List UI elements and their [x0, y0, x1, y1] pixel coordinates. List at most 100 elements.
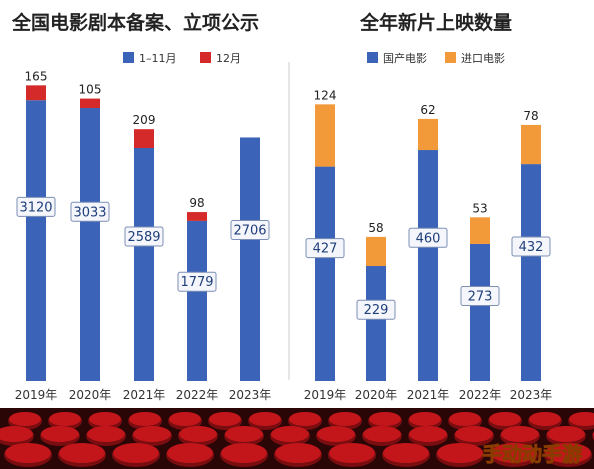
seat: [167, 443, 213, 463]
right-tick-label: 2020年: [355, 388, 398, 402]
left-value-box: [177, 271, 217, 292]
left-bar-12月-2019年: [26, 85, 46, 101]
seat: [179, 426, 217, 442]
right-tick-label: 2022年: [459, 388, 502, 402]
legend-swatch-domestic-films: [367, 52, 378, 63]
right-value-box: [460, 286, 500, 307]
right-tick-label: 2019年: [304, 388, 347, 402]
seat: [545, 443, 591, 463]
right-value-box: [408, 227, 448, 248]
left-value-box: [124, 226, 164, 247]
seat: [529, 412, 561, 426]
left-legend: 1–11月 12月: [123, 52, 241, 65]
left-bar-1–11月-2019年: [26, 100, 46, 381]
right-base-value-label: 427: [313, 242, 338, 257]
seat: [289, 412, 321, 426]
left-value-box: [70, 201, 110, 222]
seat: [41, 426, 79, 442]
left-base-value-label: 3033: [73, 205, 106, 220]
left-bar-12月-2020年: [80, 98, 100, 109]
left-base-value-label: 2706: [233, 224, 266, 239]
seat: [0, 426, 33, 442]
left-top-value-label: 98: [189, 196, 204, 210]
left-bar-1–11月-2020年: [80, 108, 100, 381]
seat: [275, 443, 321, 463]
left-base-value-label: 1779: [180, 275, 213, 290]
left-top-value-label: 105: [79, 83, 102, 97]
seat: [409, 412, 441, 426]
seat: [329, 412, 361, 426]
left-value-box: [230, 220, 270, 241]
left-tick-label: 2022年: [176, 388, 219, 402]
left-bar-12月-2021年: [134, 129, 154, 148]
left-base-value-label: 2589: [127, 230, 160, 245]
legend-swatch-imported-films: [445, 52, 456, 63]
right-bar-国产电影-2019年: [315, 166, 335, 381]
left-tick-label: 2021年: [123, 388, 166, 402]
right-bar-国产电影-2020年: [366, 266, 386, 381]
seat: [383, 443, 429, 463]
right-bar-进口电影-2021年: [418, 118, 438, 151]
seat: [87, 426, 125, 442]
cinema-seats-illustration: [0, 408, 594, 469]
seat: [129, 412, 161, 426]
left-top-value-label: 209: [133, 113, 156, 127]
right-base-value-label: 273: [468, 290, 493, 305]
right-legend: 国产电影 进口电影: [367, 51, 505, 65]
seat: [363, 426, 401, 442]
right-base-value-label: 432: [519, 240, 544, 255]
legend-label-1-11: 1–11月: [139, 52, 177, 65]
seat: [569, 412, 594, 426]
seat: [249, 412, 281, 426]
seat: [133, 426, 171, 442]
seat: [501, 426, 539, 442]
seat: [329, 443, 375, 463]
right-top-value-label: 62: [420, 103, 435, 117]
right-bar-国产电影-2023年: [521, 164, 541, 381]
right-bar-进口电影-2020年: [366, 236, 386, 267]
seat: [317, 426, 355, 442]
left-chart: 全国电影剧本备案、立项公示 1–11月 12月 165 3120 105 3033 20…: [11, 11, 271, 402]
left-top-value-label: 165: [25, 69, 48, 83]
seat: [489, 412, 521, 426]
seat: [369, 412, 401, 426]
seat: [169, 412, 201, 426]
right-value-box: [356, 299, 396, 320]
left-tick-label: 2019年: [15, 388, 58, 402]
left-bar-1–11月-2023年: [240, 137, 260, 381]
left-value-box: [16, 196, 56, 217]
right-bar-国产电影-2022年: [470, 243, 490, 381]
left-bar-1–11月-2022年: [187, 220, 207, 381]
seat: [455, 426, 493, 442]
right-chart-title: 全年新片上映数量: [359, 11, 512, 34]
legend-label-12: 12月: [216, 52, 241, 65]
right-value-box: [511, 236, 551, 257]
seat: [5, 443, 51, 463]
legend-label-domestic: 国产电影: [383, 51, 427, 65]
legend-label-imported: 进口电影: [461, 52, 505, 65]
right-top-value-label: 58: [368, 221, 383, 235]
left-base-value-label: 3120: [19, 200, 52, 215]
seat: [491, 443, 537, 463]
watermark-logo: 手动动手游: [482, 442, 582, 466]
right-bar-进口电影-2023年: [521, 124, 541, 165]
left-bar-12月-2022年: [187, 212, 207, 221]
seat: [437, 443, 483, 463]
right-tick-label: 2023年: [510, 388, 553, 402]
left-chart-title: 全国电影剧本备案、立项公示: [11, 11, 259, 34]
right-top-value-label: 78: [523, 109, 538, 123]
seat: [449, 412, 481, 426]
right-tick-label: 2021年: [407, 388, 450, 402]
right-bar-国产电影-2021年: [418, 150, 438, 381]
left-bars: 165 3120 105 3033 209 2589 98 1779 2706: [16, 69, 270, 381]
seat: [59, 443, 105, 463]
seat: [409, 426, 447, 442]
seat: [113, 443, 159, 463]
right-x-axis: 2019年 2020年 2021年 2022年 2023年: [304, 388, 553, 402]
left-tick-label: 2020年: [69, 388, 112, 402]
right-top-value-label: 53: [472, 201, 487, 215]
seat: [9, 412, 41, 426]
right-top-value-label: 124: [314, 88, 337, 102]
legend-swatch-domestic-period: [123, 52, 134, 63]
